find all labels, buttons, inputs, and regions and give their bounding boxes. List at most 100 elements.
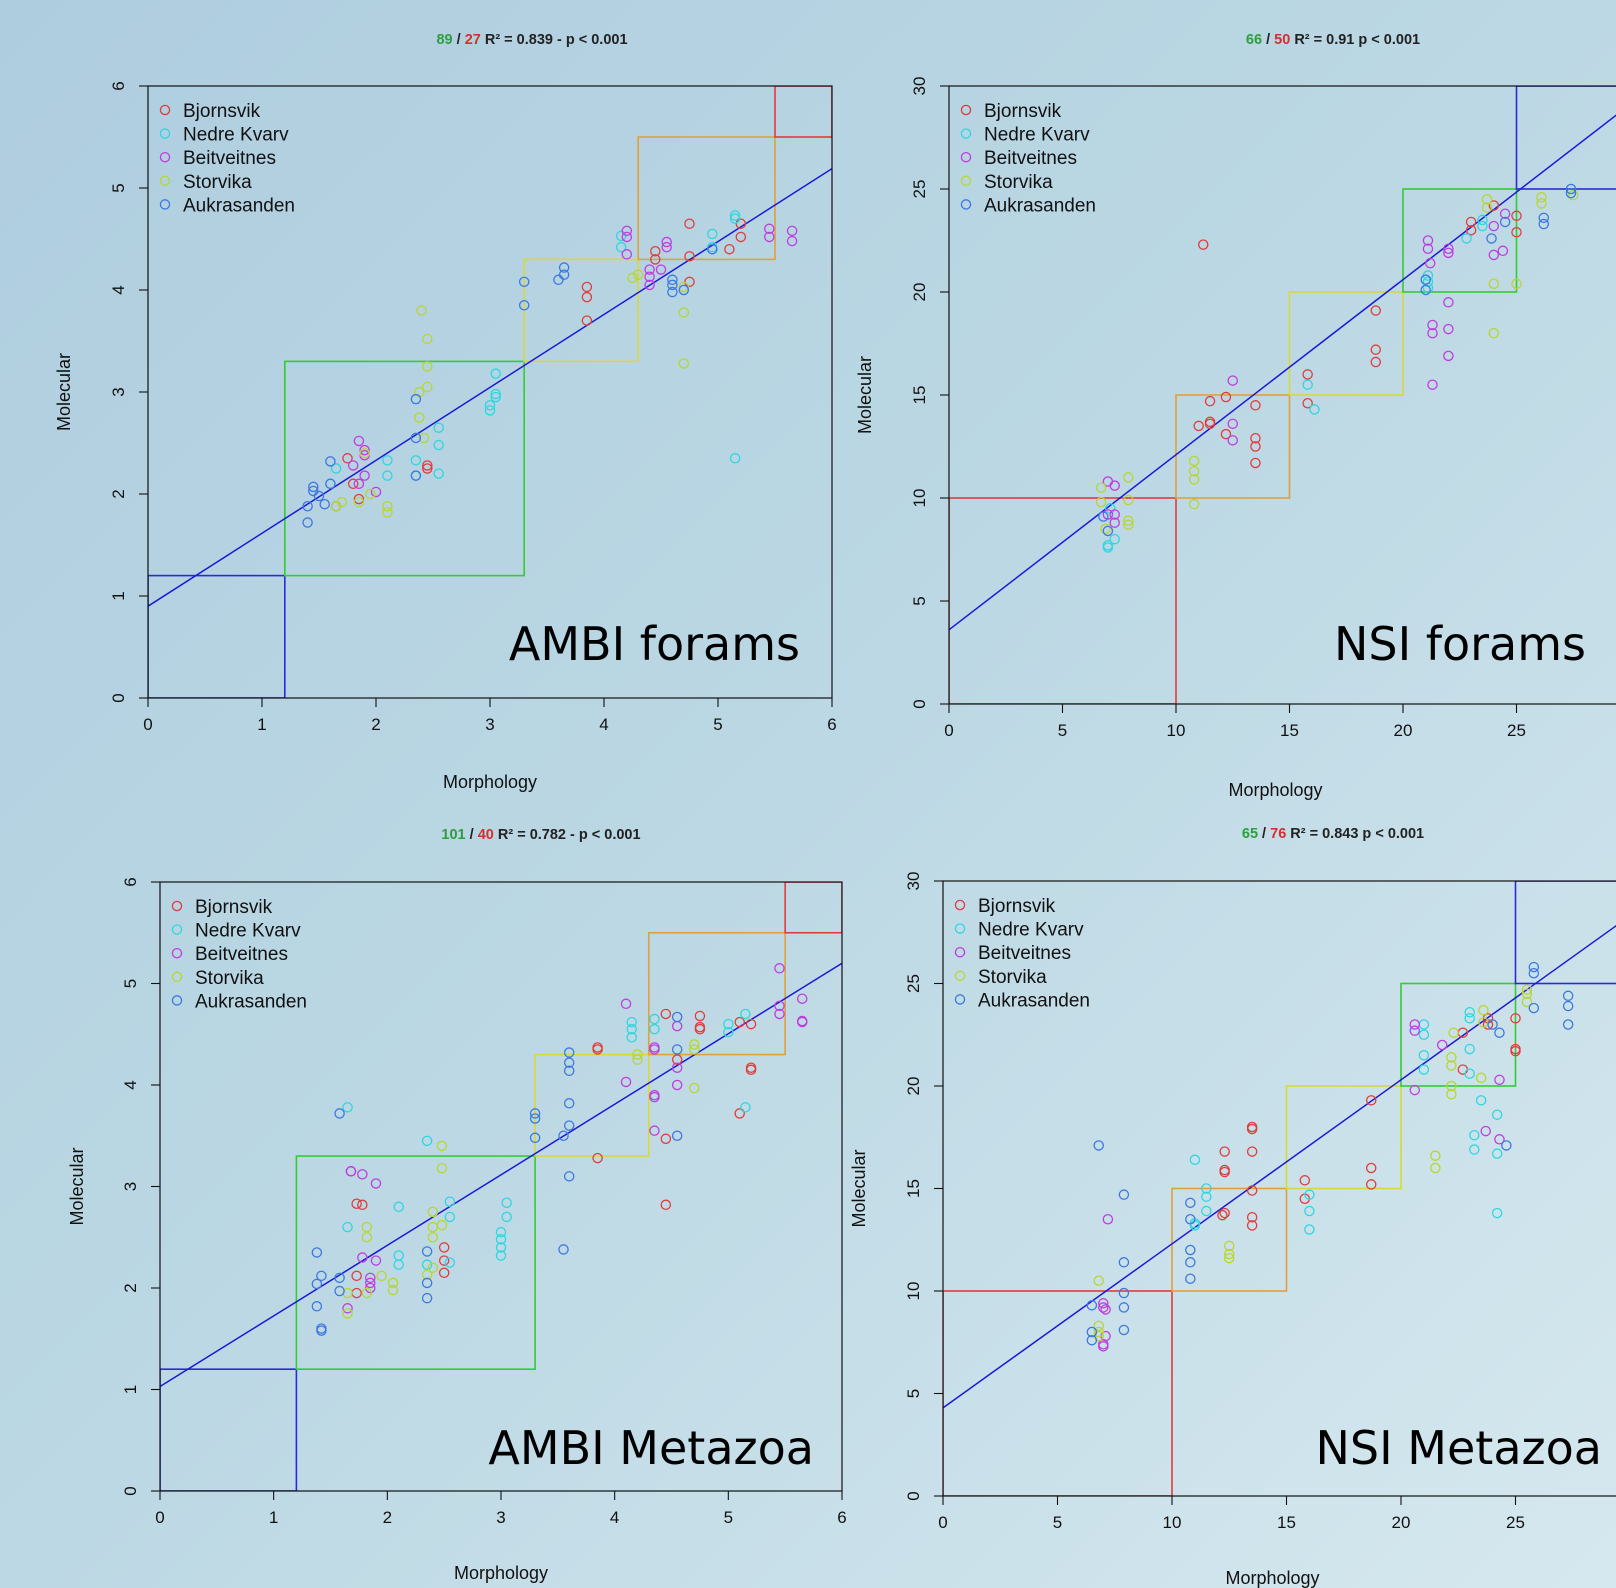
data-point (1510, 1045, 1521, 1057)
data-point (490, 388, 501, 400)
data-point (325, 478, 336, 490)
data-point (382, 470, 393, 481)
data-point (345, 1166, 357, 1177)
data-point (644, 271, 655, 282)
x-axis-title: Morphology (1225, 1568, 1319, 1588)
legend-marker (954, 899, 966, 911)
class-box (1285, 1085, 1402, 1190)
data-point (325, 456, 336, 467)
data-point (1365, 1162, 1377, 1174)
data-point (353, 435, 365, 447)
data-point (764, 223, 775, 235)
y-tick-label: 6 (121, 877, 140, 886)
data-point (1095, 496, 1107, 508)
data-point (563, 1057, 575, 1068)
data-point (1188, 465, 1200, 477)
data-point (1409, 1084, 1420, 1096)
data-point (495, 1234, 507, 1245)
data-point (1118, 1189, 1130, 1200)
class-box (637, 136, 776, 261)
data-point (376, 1270, 387, 1282)
y-tick-label: 5 (904, 1389, 923, 1398)
data-point (621, 249, 633, 260)
chart-panel-ambi-metazoa: 0 1 2 3 4 5 6 0 1 2 3 4 5 6 Morphology Molecular 101 / 4… (67, 827, 847, 1583)
data-point (365, 488, 376, 500)
data-point (581, 281, 593, 293)
data-point (592, 1042, 603, 1053)
y-tick-label: 2 (121, 1283, 140, 1292)
data-point (671, 1130, 683, 1142)
legend-label: Nedre Kvarv (195, 921, 301, 942)
data-point (365, 1272, 376, 1284)
data-point (1227, 375, 1239, 386)
data-point (671, 1079, 683, 1091)
data-point (786, 235, 798, 247)
data-point (1562, 990, 1574, 1002)
data-point (361, 1232, 373, 1243)
x-tick-label: 5 (724, 1508, 733, 1527)
data-point (1443, 350, 1454, 362)
data-point (1499, 208, 1511, 219)
data-point (410, 393, 422, 405)
legend-label: Nedre Kvarv (978, 920, 1084, 941)
data-point (671, 1062, 683, 1073)
stat-separator: / (466, 827, 478, 843)
data-point (316, 1323, 327, 1334)
legend-label: Storvika (183, 172, 252, 193)
data-point (1465, 224, 1477, 236)
data-point (302, 517, 313, 528)
data-point (433, 422, 444, 433)
data-point (1420, 274, 1431, 285)
data-point (1461, 233, 1472, 244)
data-point (671, 1020, 683, 1032)
data-point (1480, 1125, 1491, 1137)
data-point (1246, 1123, 1258, 1135)
data-point (1246, 1185, 1258, 1196)
data-point (1227, 435, 1239, 446)
legend-label: Aukrasanden (978, 990, 1090, 1011)
plot-area (949, 86, 1616, 704)
x-tick-label: 3 (485, 715, 494, 734)
class-box (534, 1053, 650, 1157)
legend-label: Bjornsvik (183, 101, 261, 122)
plot-area (160, 882, 842, 1491)
data-point (433, 439, 444, 451)
data-point (1102, 1214, 1114, 1225)
y-tick-label: 15 (904, 1179, 923, 1198)
data-point (1475, 1072, 1487, 1084)
data-point (422, 361, 433, 372)
data-point (1477, 214, 1488, 226)
data-point (1465, 216, 1477, 228)
stat-separator: / (1258, 826, 1270, 842)
data-point (438, 1255, 450, 1266)
data-point (1217, 1209, 1228, 1221)
y-tick-label: 5 (910, 596, 929, 605)
data-point (1464, 1013, 1475, 1024)
data-point (351, 1270, 362, 1282)
regression-line (949, 114, 1616, 631)
legend-label: Nedre Kvarv (183, 125, 289, 146)
data-point (1427, 379, 1438, 390)
class-box (1171, 1187, 1288, 1292)
data-point (1418, 1064, 1430, 1075)
data-point (621, 225, 633, 237)
series-beitveitnes (1102, 208, 1511, 528)
data-point (1501, 1140, 1512, 1151)
data-point (370, 486, 382, 498)
data-point (387, 1284, 399, 1296)
legend-label: Beitveitnes (984, 148, 1077, 169)
x-tick-label: 15 (1277, 1513, 1296, 1532)
data-point (694, 1010, 706, 1022)
data-point (1488, 327, 1500, 339)
data-point (1201, 1183, 1212, 1194)
data-point (1219, 1207, 1230, 1219)
y-tick-label: 3 (109, 387, 128, 396)
data-point (1220, 428, 1232, 440)
data-point (422, 381, 433, 393)
x-tick-label: 10 (1163, 1513, 1182, 1532)
data-point (745, 1062, 757, 1073)
data-point (342, 1221, 353, 1233)
data-point (438, 1242, 450, 1253)
data-point (422, 333, 433, 345)
stat-r2-p: R² = 0.843 p < 0.001 (1286, 826, 1424, 842)
